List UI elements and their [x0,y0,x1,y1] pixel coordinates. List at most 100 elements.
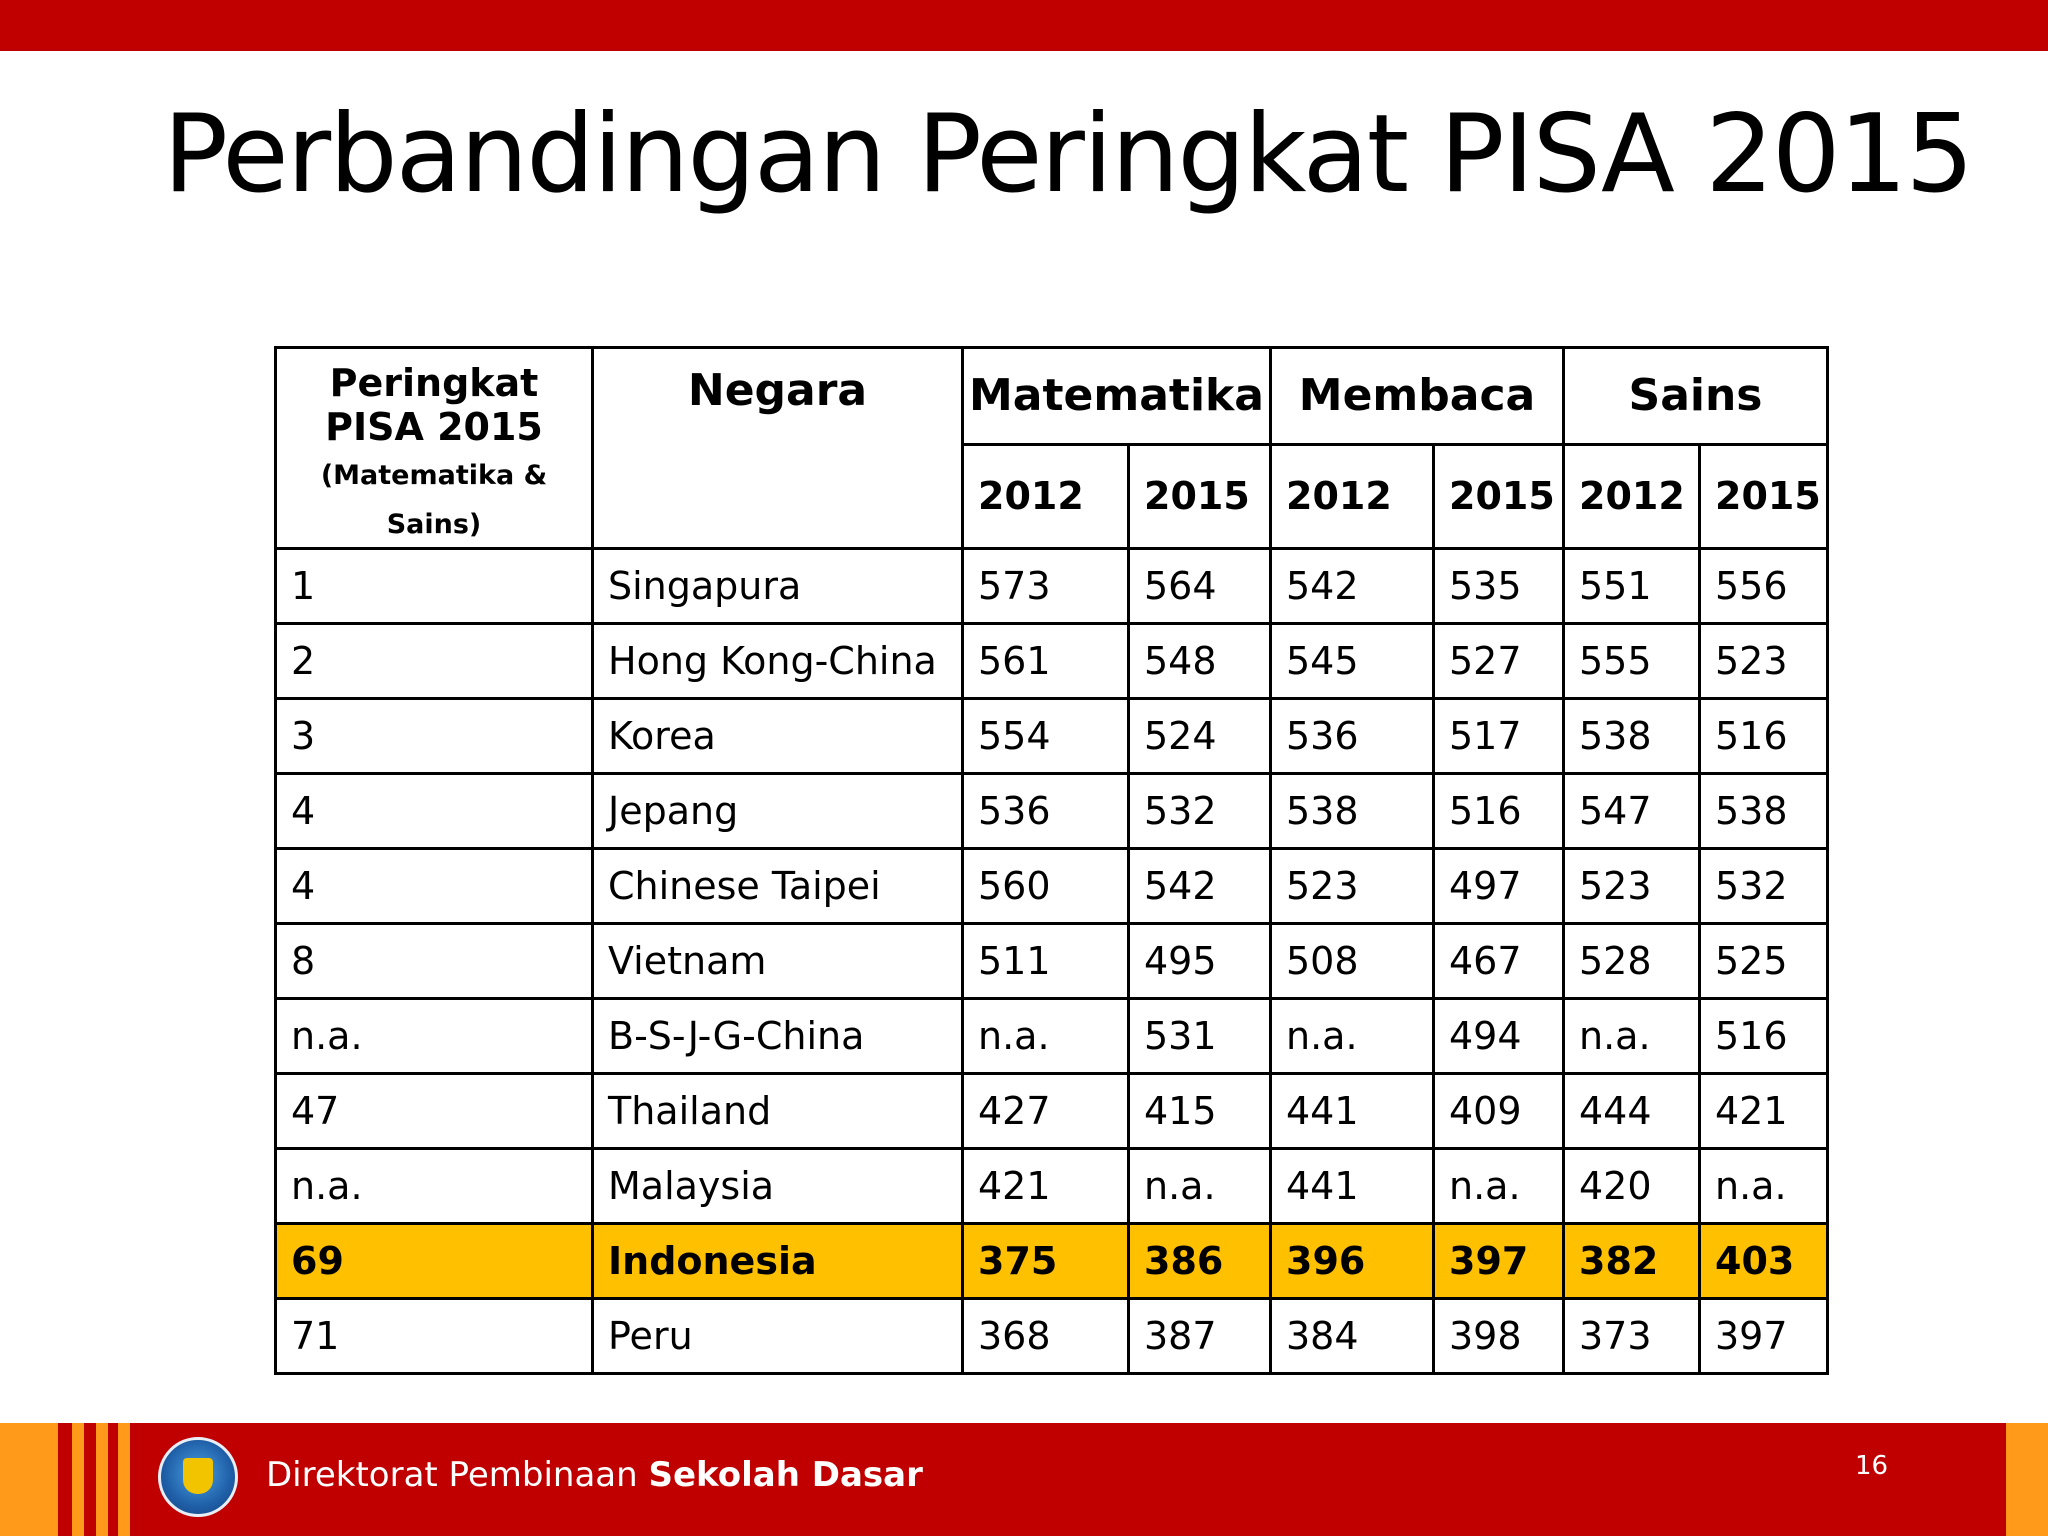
score-cell: 523 [1269,847,1435,925]
country-cell: B-S-J-G-China [591,997,964,1075]
score-cell: 554 [961,697,1130,775]
table-row: 4 Chinese Taipei 560 542 523 497 523 532 [274,847,1829,925]
score-cell: 532 [1698,847,1829,925]
score-cell: 547 [1562,772,1701,850]
score-cell: 542 [1269,547,1435,625]
country-cell: Peru [591,1297,964,1375]
table-row: 1 Singapura 573 564 542 535 551 556 [274,547,1829,625]
footer-bar: Direktorat Pembinaan Sekolah Dasar 16 [0,1423,2048,1536]
rank-cell: 4 [274,772,594,850]
score-cell: 494 [1432,997,1565,1075]
score-cell: 375 [961,1222,1130,1300]
score-cell: 397 [1432,1222,1565,1300]
header-year: 2015 [1698,442,1829,551]
rank-cell: 8 [274,922,594,1000]
rank-cell: 47 [274,1072,594,1150]
table-row: 47 Thailand 427 415 441 409 444 421 [274,1072,1829,1150]
score-cell: n.a. [1432,1147,1565,1225]
score-cell: 573 [961,547,1130,625]
header-rank-label: Peringkat PISA 2015 [325,361,543,449]
score-cell: 564 [1127,547,1272,625]
score-cell: 421 [961,1147,1130,1225]
score-cell: 427 [961,1072,1130,1150]
score-cell: 373 [1562,1297,1701,1375]
header-subject-science: Sains [1562,346,1829,446]
country-cell: Singapura [591,547,964,625]
score-cell: 441 [1269,1147,1435,1225]
header-country: Negara [591,346,964,550]
score-cell: 551 [1562,547,1701,625]
table-row: 3 Korea 554 524 536 517 538 516 [274,697,1829,775]
country-cell: Hong Kong-China [591,622,964,700]
score-cell: 511 [961,922,1130,1000]
footer-stripe [96,1423,108,1536]
footer-org-name: Direktorat Pembinaan Sekolah Dasar [266,1455,923,1495]
slide-title: Perbandingan Peringkat PISA 2015 [163,92,1974,217]
table-row: 8 Vietnam 511 495 508 467 528 525 [274,922,1829,1000]
rank-cell: 71 [274,1297,594,1375]
header-rank: Peringkat PISA 2015 (Matematika & Sains) [274,346,594,550]
rank-cell: 3 [274,697,594,775]
score-cell: 538 [1269,772,1435,850]
table-row: n.a. B-S-J-G-China n.a. 531 n.a. 494 n.a. 516 [274,997,1829,1075]
score-cell: 396 [1269,1222,1435,1300]
table-row: 2 Hong Kong-China 561 548 545 527 555 523 [274,622,1829,700]
header-year: 2012 [1562,442,1701,551]
score-cell: 508 [1269,922,1435,1000]
rank-cell: 4 [274,847,594,925]
score-cell: n.a. [1562,997,1701,1075]
header-year: 2015 [1127,442,1272,551]
score-cell: 386 [1127,1222,1272,1300]
header-year: 2015 [1432,442,1565,551]
page-number: 16 [1855,1451,1889,1481]
score-cell: n.a. [1698,1147,1829,1225]
score-cell: 421 [1698,1072,1829,1150]
score-cell: 382 [1562,1222,1701,1300]
footer-stripe [2006,1423,2048,1536]
header-subject-math: Matematika [961,346,1272,446]
score-cell: 523 [1562,847,1701,925]
score-cell: 398 [1432,1297,1565,1375]
rank-cell: 69 [274,1222,594,1300]
score-cell: 560 [961,847,1130,925]
score-cell: 403 [1698,1222,1829,1300]
score-cell: 516 [1698,997,1829,1075]
score-cell: 517 [1432,697,1565,775]
table-row: 4 Jepang 536 532 538 516 547 538 [274,772,1829,850]
score-cell: 516 [1698,697,1829,775]
score-cell: 525 [1698,922,1829,1000]
top-banner [0,0,2048,51]
score-cell: 497 [1432,847,1565,925]
score-cell: 536 [961,772,1130,850]
rank-cell: 1 [274,547,594,625]
score-cell: 444 [1562,1072,1701,1150]
header-rank-note: (Matematika & Sains) [320,460,548,540]
table-body: 1 Singapura 573 564 542 535 551 556 2 Hong Kong-C… [274,547,1829,1375]
score-cell: 538 [1698,772,1829,850]
score-cell: 384 [1269,1297,1435,1375]
country-cell: Malaysia [591,1147,964,1225]
country-cell: Indonesia [591,1222,964,1300]
header-subject-reading: Membaca [1269,346,1565,446]
score-cell: 523 [1698,622,1829,700]
score-cell: 535 [1432,547,1565,625]
footer-org-bold: Sekolah Dasar [648,1455,923,1495]
footer-org-prefix: Direktorat Pembinaan [266,1455,638,1495]
score-cell: 555 [1562,622,1701,700]
score-cell: 397 [1698,1297,1829,1375]
rank-cell: n.a. [274,1147,594,1225]
tut-wuri-handayani-logo-icon [158,1437,238,1517]
score-cell: 368 [961,1297,1130,1375]
score-cell: 420 [1562,1147,1701,1225]
score-cell: 542 [1127,847,1272,925]
country-cell: Thailand [591,1072,964,1150]
footer-stripe [72,1423,84,1536]
score-cell: 528 [1562,922,1701,1000]
country-cell: Chinese Taipei [591,847,964,925]
score-cell: n.a. [1127,1147,1272,1225]
table-row: 71 Peru 368 387 384 398 373 397 [274,1297,1829,1375]
country-cell: Korea [591,697,964,775]
score-cell: 536 [1269,697,1435,775]
country-cell: Jepang [591,772,964,850]
score-cell: 548 [1127,622,1272,700]
